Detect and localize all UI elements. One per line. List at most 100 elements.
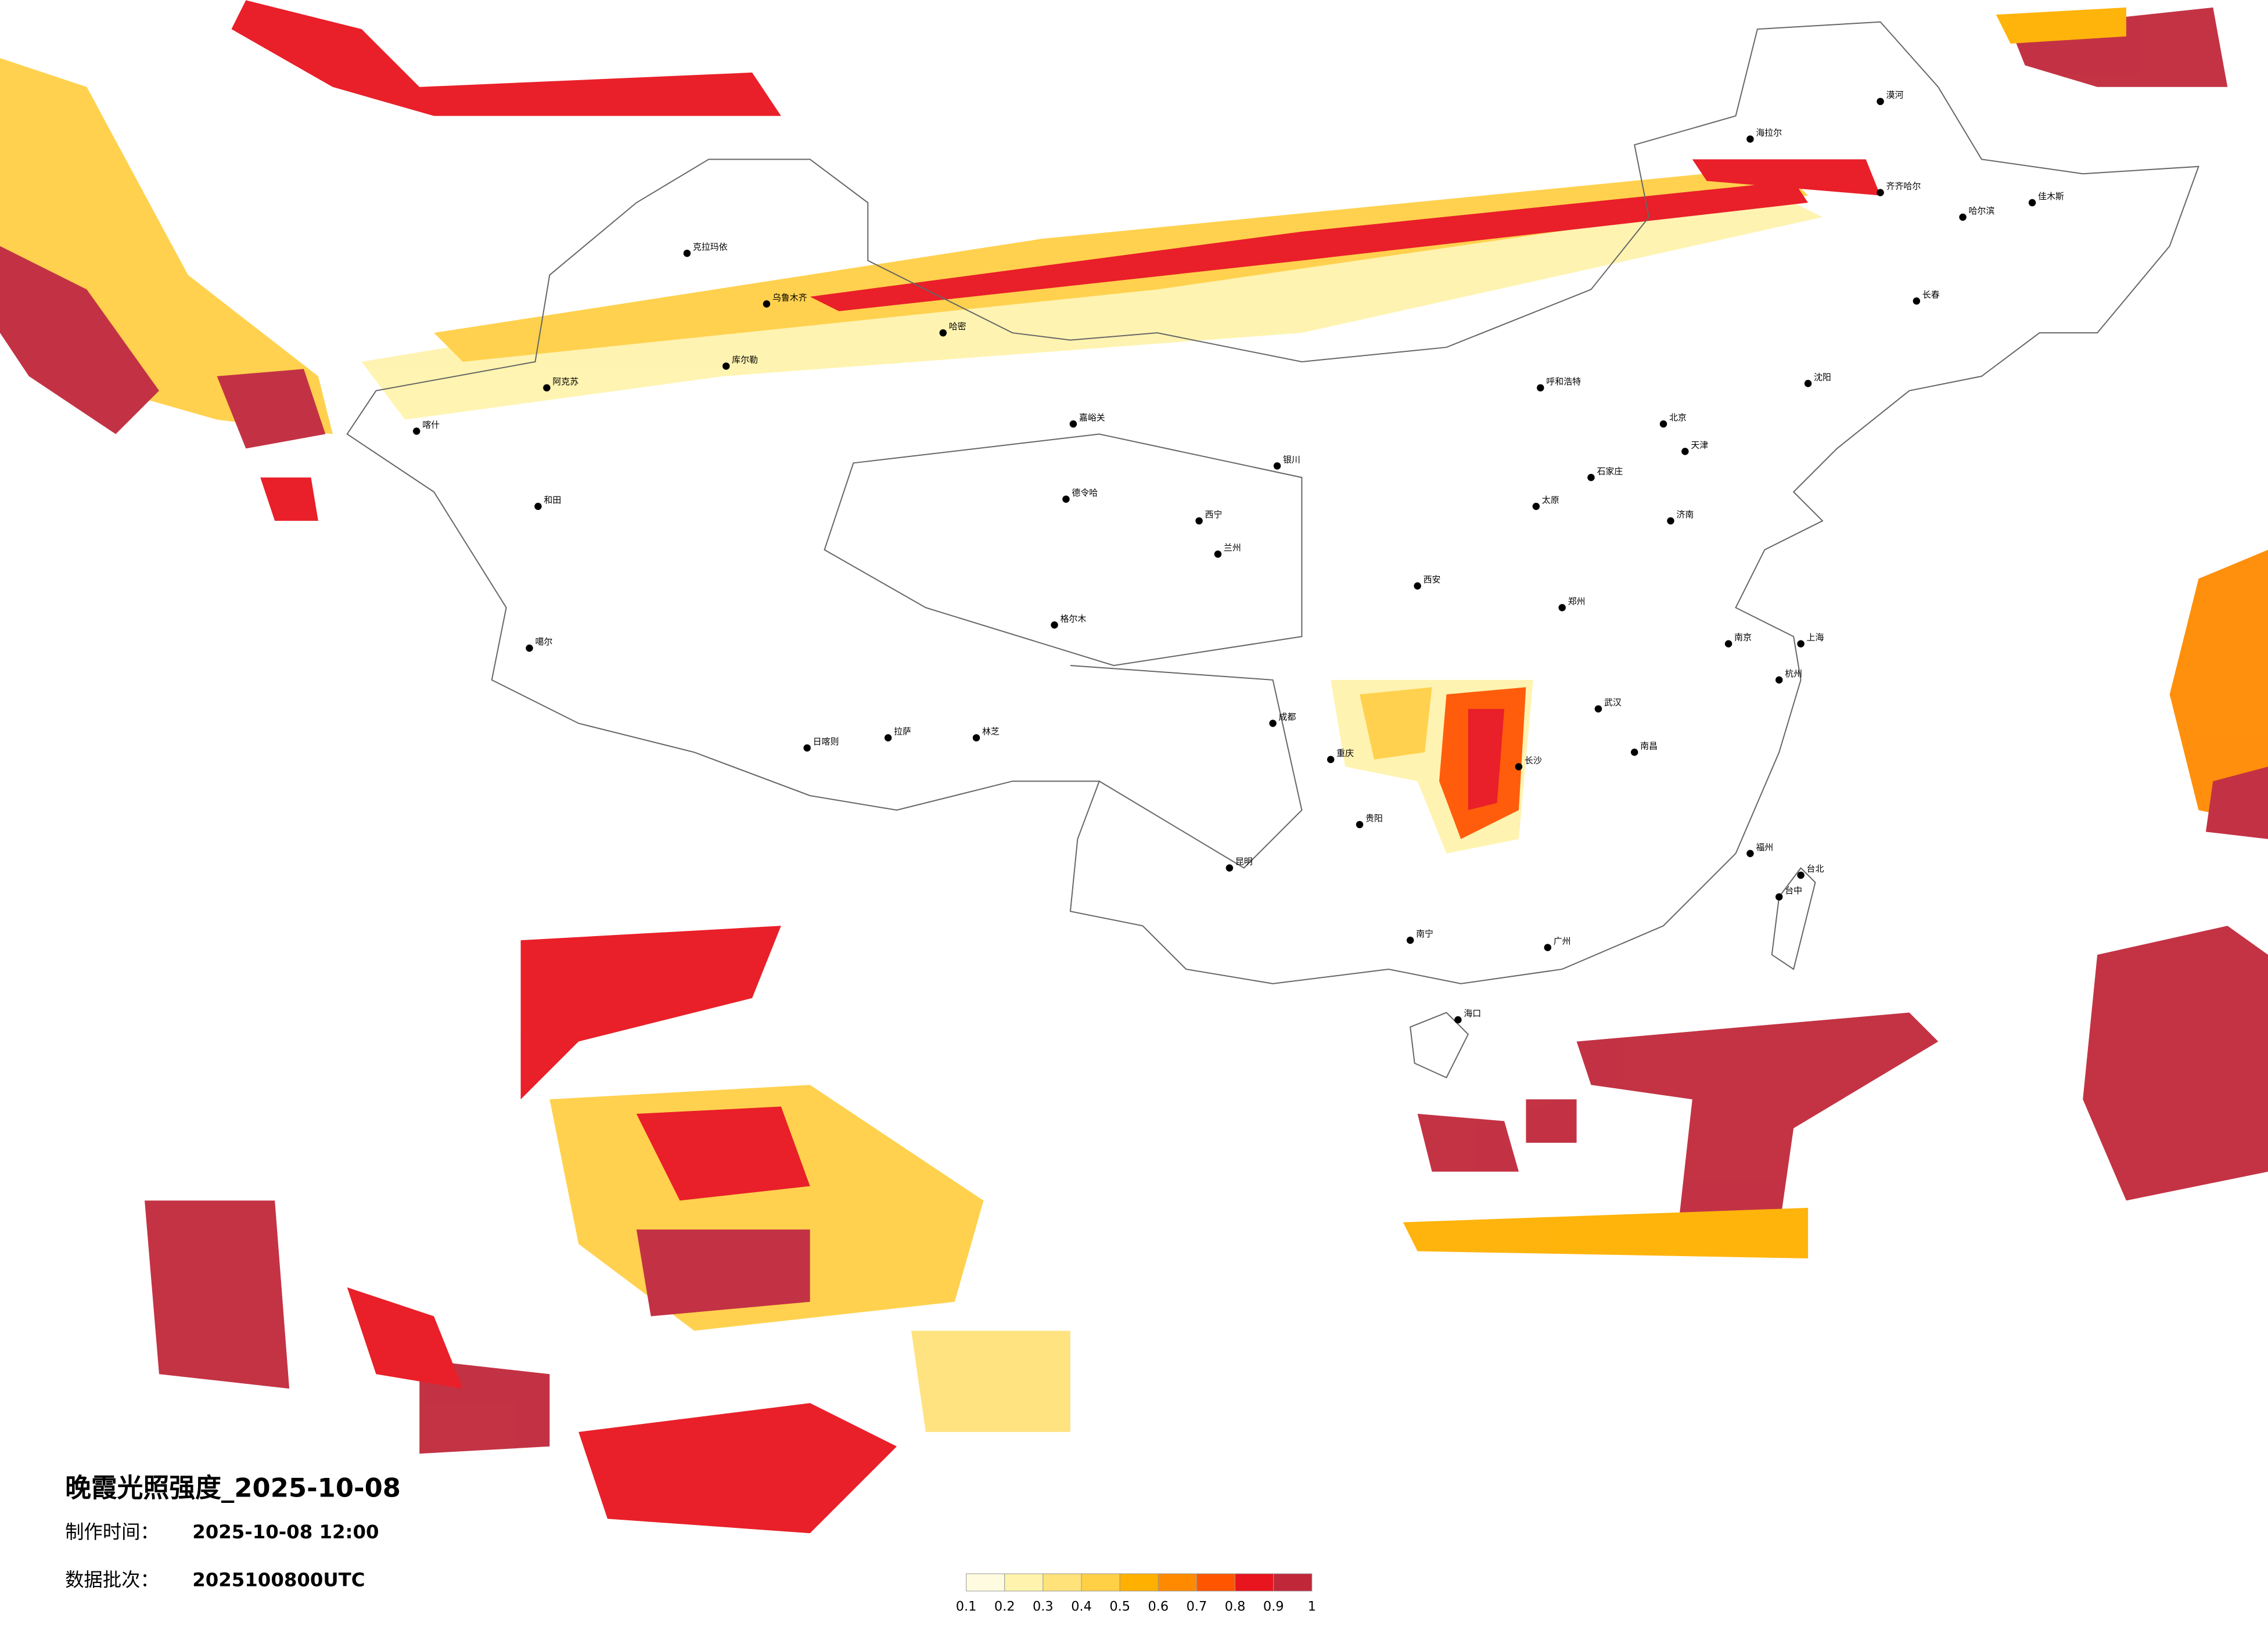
colorbar-segment (966, 1573, 1005, 1592)
city-label: 济南 (1676, 509, 1694, 520)
made-label: 制作时间： (65, 1521, 159, 1543)
city-label: 武汉 (1604, 697, 1622, 708)
city-label: 台中 (1785, 885, 1802, 895)
colorbar-segment (1119, 1573, 1159, 1592)
city-label: 齐齐哈尔 (1886, 181, 1921, 192)
city-label: 格尔木 (1060, 613, 1086, 624)
city-dot (1062, 495, 1070, 503)
city-label: 沈阳 (1814, 372, 1831, 382)
city-label: 哈密 (949, 321, 966, 332)
city-dot (1913, 297, 1921, 305)
city-label: 林芝 (982, 726, 1000, 737)
city-label: 南宁 (1416, 929, 1433, 939)
city-dot (1327, 756, 1335, 764)
map-title: 晚霞光照强度_2025-10-08 (65, 1473, 401, 1503)
city-dot (1269, 720, 1277, 727)
colorbar-segment (1158, 1573, 1197, 1592)
city-dot (1273, 462, 1281, 470)
city-label: 乌鲁木齐 (772, 292, 807, 303)
city-label: 重庆 (1336, 748, 1354, 758)
city-label: 呼和浩特 (1546, 376, 1581, 387)
city-dot (763, 300, 771, 308)
colorbar-tick-label: 0.1 (956, 1599, 977, 1614)
city-label: 贵阳 (1365, 813, 1383, 823)
city-dot (534, 502, 542, 510)
city-label: 银川 (1283, 454, 1300, 465)
city-dot (1537, 384, 1544, 392)
city-label: 噶尔 (535, 636, 552, 647)
city-dot (1587, 473, 1595, 481)
city-label: 西宁 (1205, 509, 1223, 520)
colorbar-tick-label: 0.7 (1187, 1599, 1207, 1614)
colorbar-segment (1081, 1573, 1120, 1592)
city-dot (1797, 871, 1805, 879)
city-dot (1775, 676, 1783, 684)
city-label: 日喀则 (813, 736, 839, 747)
city-label: 太原 (1542, 495, 1559, 505)
city-dot (1414, 582, 1421, 590)
city-dot (1195, 517, 1203, 525)
city-label: 哈尔滨 (1968, 206, 1994, 216)
city-label: 郑州 (1568, 596, 1586, 606)
city-label: 漠河 (1886, 90, 1904, 100)
border (346, 21, 2199, 1079)
city-label: 嘉峪关 (1079, 412, 1105, 423)
city-label: 兰州 (1224, 542, 1241, 553)
city-label: 海口 (1464, 1008, 1481, 1019)
caption: 晚霞光照强度_2025-10-08 制作时间： 2025-10-08 12:00… (65, 1473, 401, 1591)
city-dot (1804, 380, 1812, 387)
city-dot (1746, 135, 1754, 143)
colorbar-tick-label: 0.5 (1109, 1599, 1130, 1614)
city-label: 西安 (1424, 574, 1441, 585)
city-dot (1775, 893, 1783, 901)
city-dot (683, 249, 691, 257)
city-label: 德令哈 (1072, 488, 1098, 498)
colorbar-tick-label: 0.9 (1263, 1599, 1284, 1614)
city-dot (1214, 550, 1222, 558)
city-dot (1356, 821, 1364, 829)
city-label: 拉萨 (894, 726, 911, 737)
city-label: 阿克苏 (552, 376, 578, 387)
colorbar-tick-label: 0.2 (994, 1599, 1015, 1614)
colorbar-tick-label: 0.8 (1225, 1599, 1246, 1614)
city-dot (1877, 98, 1884, 105)
city-label: 长沙 (1525, 755, 1542, 765)
city-dot (939, 329, 947, 337)
batch-label: 数据批次： (65, 1569, 159, 1591)
city-dot (2028, 199, 2036, 207)
city-dot (1681, 448, 1689, 455)
city-dot (1667, 517, 1674, 525)
city-label: 福州 (1756, 842, 1773, 852)
city-label: 台北 (1807, 864, 1824, 874)
city-label: 库尔勒 (732, 354, 758, 365)
city-label: 海拉尔 (1756, 127, 1782, 138)
city-dot (1724, 640, 1733, 647)
city-dot (1959, 213, 1967, 221)
city-dot (1630, 749, 1638, 756)
city-label: 广州 (1554, 936, 1571, 947)
city-dot (1069, 420, 1077, 428)
batch: 2025100800UTC (192, 1569, 365, 1591)
city-dot (1454, 1016, 1462, 1024)
colorbar-segment (1004, 1573, 1044, 1592)
city-label: 杭州 (1785, 668, 1802, 679)
colorbar-tick-label: 0.4 (1071, 1599, 1092, 1614)
city-label: 成都 (1279, 712, 1296, 722)
city-dot (526, 644, 533, 652)
city-dot (1558, 604, 1566, 611)
city-dot (1746, 850, 1754, 857)
colorbar: 0.1 0.2 0.3 0.4 0.5 0.6 0.7 0.8 0.9 1 (956, 1573, 1316, 1614)
city-dot (1406, 936, 1414, 944)
city-label: 南京 (1734, 632, 1752, 643)
city-dot (413, 427, 420, 435)
city-label: 喀什 (422, 420, 440, 430)
city-dot (1515, 763, 1523, 771)
city-dot (1225, 864, 1234, 872)
city-dot (1544, 944, 1551, 951)
city-label: 克拉玛依 (693, 242, 728, 252)
city-dot (1659, 420, 1667, 428)
colorbar-segment (1235, 1573, 1274, 1592)
city-dot (1797, 640, 1805, 647)
